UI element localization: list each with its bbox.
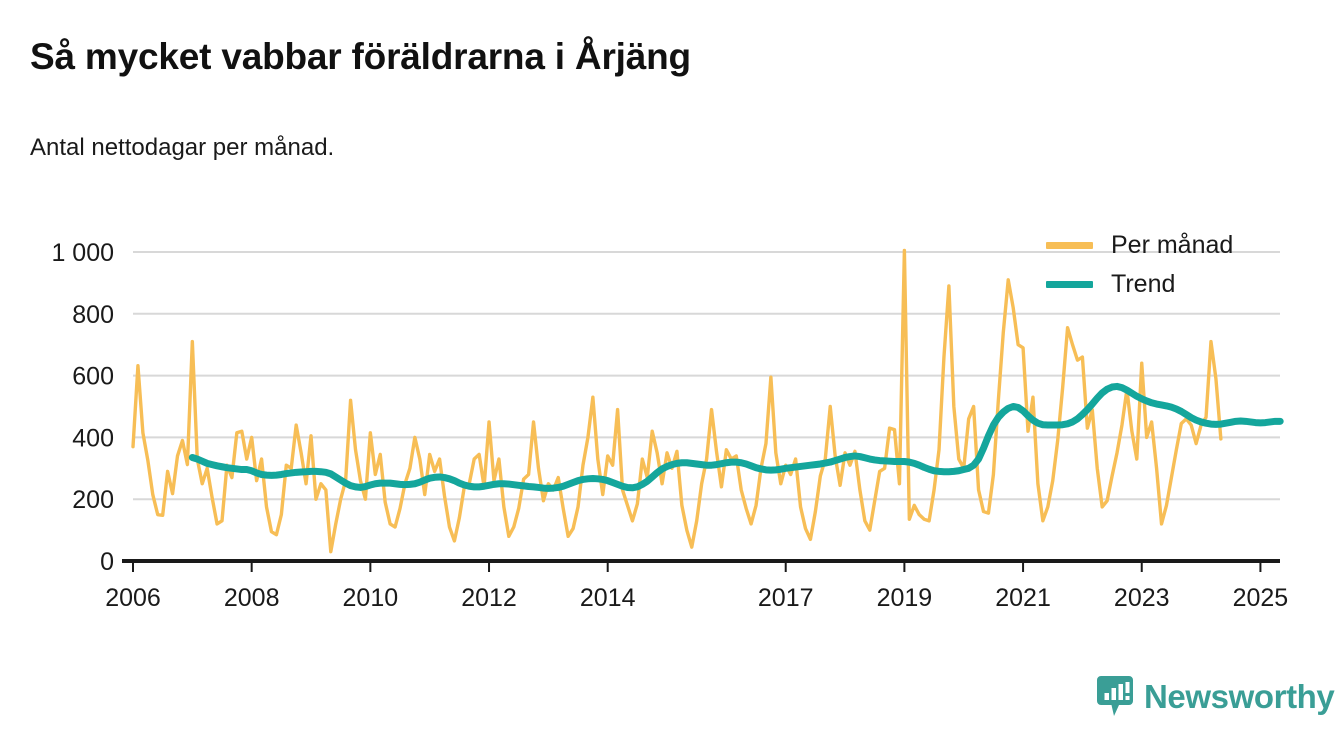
legend-label-per-manad: Per månad <box>1111 231 1234 259</box>
series-line-per-m-nad <box>131 248 1223 554</box>
legend-item-per-manad[interactable]: Per månad <box>1046 226 1316 265</box>
legend-label-trend: Trend <box>1111 270 1176 298</box>
series-line-trend <box>188 382 1284 492</box>
chart-gridlines <box>133 251 1280 501</box>
x-tick-label: 2021 <box>995 584 1051 612</box>
x-tick-label: 2023 <box>1114 584 1170 612</box>
x-tick-label: 2006 <box>105 584 161 612</box>
x-axis <box>122 559 1280 572</box>
page-title: Så mycket vabbar föräldrarna i Årjäng <box>30 36 691 77</box>
legend-swatch-per-manad <box>1046 242 1093 249</box>
page-subtitle: Antal nettodagar per månad. <box>30 134 335 161</box>
x-tick-label: 2014 <box>580 584 636 612</box>
x-tick-label: 2010 <box>343 584 399 612</box>
legend-item-trend[interactable]: Trend <box>1046 265 1316 304</box>
y-tick-label: 200 <box>72 486 114 514</box>
y-tick-label: 1 000 <box>51 239 114 267</box>
brand-name: Newsworthy <box>1144 678 1335 715</box>
x-tick-label: 2017 <box>758 584 814 612</box>
x-tick-label: 2019 <box>877 584 933 612</box>
y-tick-label: 400 <box>72 424 114 452</box>
y-tick-label: 0 <box>100 548 114 576</box>
brand-footer: Newsworthy <box>1097 676 1335 718</box>
chart-legend: Per månad Trend <box>1046 226 1316 304</box>
y-axis-tick-labels: 0 200 400 600 800 1 000 <box>51 239 114 576</box>
x-tick-label: 2025 <box>1233 584 1289 612</box>
legend-swatch-trend <box>1046 281 1093 288</box>
chart-area: 0 200 400 600 800 1 000 2006 2008 2010 2012 2014 2… <box>0 200 1340 620</box>
newsworthy-logo-icon <box>1097 676 1133 718</box>
y-tick-label: 800 <box>72 301 114 329</box>
y-tick-label: 600 <box>72 363 114 391</box>
x-tick-label: 2008 <box>224 584 280 612</box>
x-axis-tick-labels: 2006 2008 2010 2012 2014 2017 2019 2021 2023 2025 <box>105 584 1288 612</box>
x-tick-label: 2012 <box>461 584 517 612</box>
chart-series <box>131 248 1284 554</box>
